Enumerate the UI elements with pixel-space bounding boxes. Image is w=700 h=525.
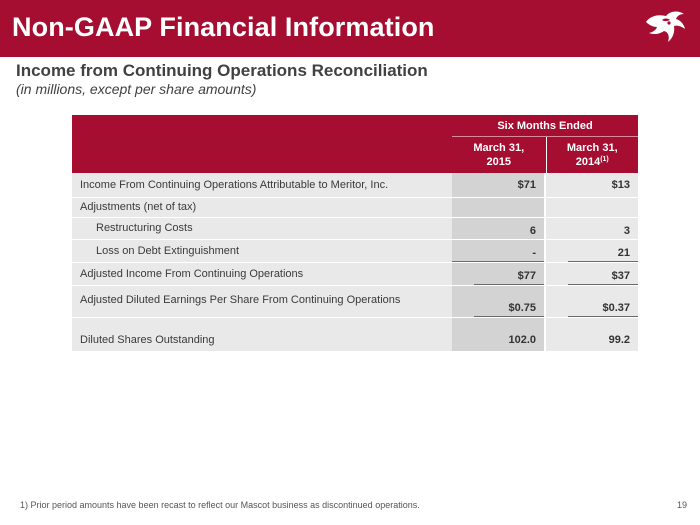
units-note: (in millions, except per share amounts) — [16, 81, 257, 97]
header-blank — [72, 136, 452, 173]
column-header-2014-line2: 2014 — [575, 156, 601, 168]
column-header-2015-line1: March 31, — [473, 142, 525, 154]
table-row: Adjusted Income From Continuing Operatio… — [72, 262, 638, 286]
table-row: Income From Continuing Operations Attrib… — [72, 173, 638, 198]
value-2014 — [546, 197, 638, 218]
table-row: Loss on Debt Extinguishment - 21 — [72, 239, 638, 263]
row-label: Income From Continuing Operations Attrib… — [72, 173, 452, 198]
row-label: Loss on Debt Extinguishment — [72, 239, 452, 263]
row-label: Adjusted Diluted Earnings Per Share From… — [72, 285, 452, 318]
table-row: Adjusted Diluted Earnings Per Share From… — [72, 285, 638, 318]
value-2014: $0.37 — [568, 302, 638, 317]
table-subheader-row: March 31, 2015 March 31, 2014(1) — [72, 136, 638, 173]
table-row: Adjustments (net of tax) — [72, 197, 638, 218]
value-2015: 6 — [452, 217, 544, 240]
value-2014: 99.2 — [546, 317, 638, 352]
header-blank — [72, 115, 452, 137]
row-label: Restructuring Costs — [72, 217, 452, 240]
column-header-2015: March 31, 2015 — [452, 136, 547, 173]
value-2015: $0.75 — [474, 302, 544, 317]
title-bar: Non-GAAP Financial Information — [0, 0, 700, 57]
value-2015: - — [452, 247, 544, 262]
table-row: Diluted Shares Outstanding 102.0 99.2 — [72, 317, 638, 352]
group-header: Six Months Ended — [452, 115, 638, 137]
value-2014: 3 — [546, 217, 638, 240]
row-label: Adjusted Income From Continuing Operatio… — [72, 262, 452, 286]
column-header-2014: March 31, 2014(1) — [546, 136, 638, 173]
value-2015: $77 — [474, 270, 544, 285]
footnote: 1) Prior period amounts have been recast… — [20, 500, 420, 510]
value-2014: $37 — [568, 270, 638, 285]
value-2015: 102.0 — [452, 317, 544, 352]
column-header-2014-line1: March 31, — [566, 142, 618, 154]
table-row: Restructuring Costs 6 3 — [72, 217, 638, 240]
value-2014: 21 — [568, 247, 638, 262]
table-header-row: Six Months Ended — [72, 115, 638, 137]
row-label: Diluted Shares Outstanding — [72, 317, 452, 352]
reconciliation-table: Six Months Ended March 31, 2015 March 31… — [72, 115, 638, 352]
value-2014: $13 — [546, 173, 638, 198]
column-header-2015-line2: 2015 — [486, 156, 511, 168]
row-label: Adjustments (net of tax) — [72, 197, 452, 218]
value-2015 — [452, 197, 544, 218]
value-2015: $71 — [452, 173, 544, 198]
slide-title: Non-GAAP Financial Information — [12, 12, 435, 42]
footnote-marker: (1) — [600, 156, 609, 163]
section-title: Income from Continuing Operations Reconc… — [16, 61, 428, 80]
page-number: 19 — [677, 500, 688, 510]
meritor-bull-logo-icon — [646, 11, 685, 42]
